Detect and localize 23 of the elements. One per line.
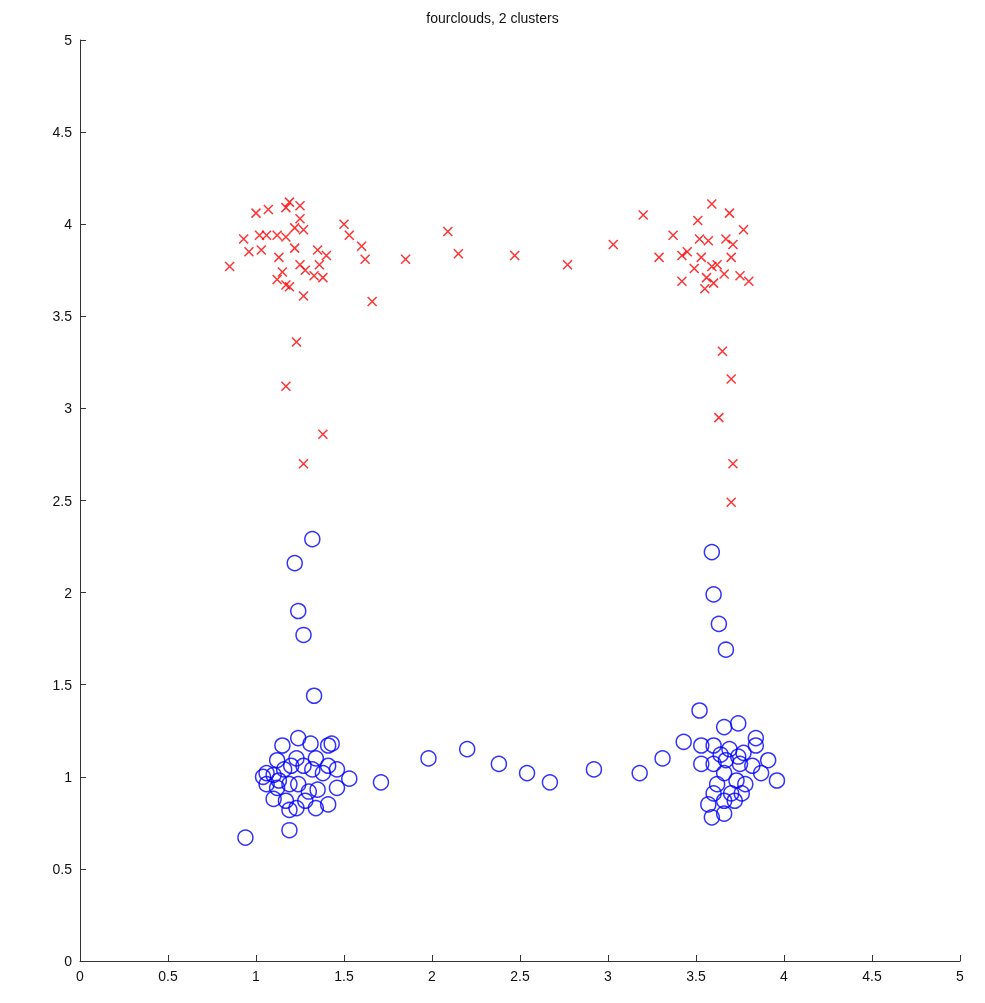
y-tick-label: 0 [64,953,73,969]
y-tick-label: 3 [64,400,73,417]
x-tick-label: 2.5 [510,968,530,984]
x-tick-label: 0 [76,968,85,984]
x-tick-label: 2 [428,968,437,984]
x-tick-label: 4 [780,968,789,984]
x-tick-label: 3 [604,968,613,984]
x-tick-label: 4.5 [862,968,882,984]
x-tick-label: 5 [956,968,965,984]
y-tick-label: 1.5 [52,676,73,693]
x-tick-label: 3.5 [686,968,706,984]
y-tick-label: 2 [64,584,73,601]
y-tick-label: 1 [64,768,73,785]
x-tick-label: 1.5 [334,968,354,984]
x-tick-label: 0.5 [158,968,178,984]
y-tick-label: 3.5 [52,308,73,325]
x-tick-label: 1 [252,968,261,984]
y-tick-label: 4.5 [52,124,73,141]
y-tick-label: 2.5 [52,492,73,509]
y-tick-label: 0.5 [52,860,73,877]
y-tick-label: 5 [64,32,73,48]
chart-title: fourclouds, 2 clusters [426,10,559,26]
y-tick-label: 4 [64,216,73,233]
